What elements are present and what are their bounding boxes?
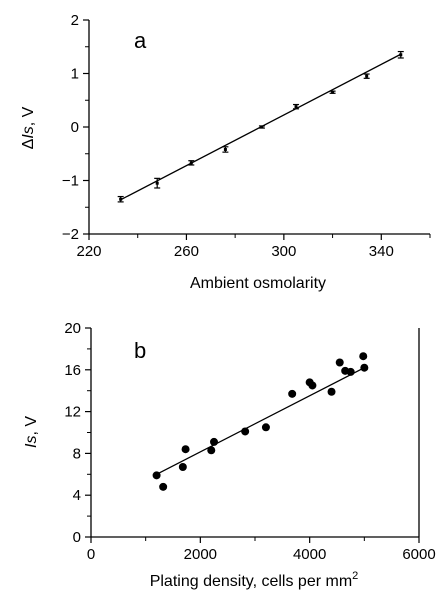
y-tick-label-b-2: 8 <box>73 445 81 462</box>
y-tick-label-a-1: −1 <box>62 173 79 190</box>
chart-panel-a: a ΔIs, V Ambient osmolarity −2 −1 0 1 2 220 26… <box>20 12 431 292</box>
x-tick-label-b-0: 0 <box>87 546 95 563</box>
data-point-a-2 <box>189 161 193 165</box>
data-point-a-4 <box>260 125 264 129</box>
data-point-b-5 <box>210 437 218 446</box>
data-point-b-4 <box>207 446 216 455</box>
x-axis-title-b-main: Plating density, cells per mm <box>150 573 352 590</box>
y-tick-label-a-4: 2 <box>71 12 79 29</box>
x-tick-label-b-3: 6000 <box>402 546 435 563</box>
data-point-b-16 <box>360 363 369 372</box>
y-tick-label-a-2: 0 <box>71 119 79 136</box>
data-point-b-3 <box>181 445 190 454</box>
x-axis-title-a: Ambient osmolarity <box>190 275 326 292</box>
x-axis-title-b-sup: 2 <box>352 570 358 582</box>
y-axis-title-a: ΔIs, V <box>20 106 37 149</box>
x-tick-label-b-2: 4000 <box>293 546 326 563</box>
y-axis-title-a-suffix: , V <box>20 106 37 126</box>
y-tick-label-b-0: 0 <box>73 529 81 546</box>
data-point-b-7 <box>261 423 270 432</box>
data-point-b-0 <box>152 471 161 480</box>
x-tick-label-a-1: 260 <box>174 243 199 260</box>
data-point-b-2 <box>178 462 187 471</box>
data-point-a-3 <box>223 147 227 151</box>
y-tick-label-b-1: 4 <box>73 487 81 504</box>
y-tick-label-b-5: 20 <box>64 320 81 337</box>
y-tick-label-b-3: 12 <box>64 404 81 421</box>
data-point-b-1 <box>159 482 168 491</box>
data-point-b-12 <box>335 358 344 367</box>
data-point-b-8 <box>288 389 297 398</box>
data-point-a-1 <box>155 181 159 185</box>
data-point-a-6 <box>331 90 335 94</box>
data-point-a-8 <box>399 53 403 57</box>
y-tick-label-a-3: 1 <box>71 66 79 83</box>
data-point-a-7 <box>365 74 369 78</box>
x-axis-title-b: Plating density, cells per mm2 <box>150 570 359 590</box>
data-point-b-15 <box>359 352 368 361</box>
data-point-a-5 <box>294 105 298 109</box>
data-point-b-14 <box>346 367 355 376</box>
y-tick-label-a-0: −2 <box>62 226 79 243</box>
chart-panel-b: b Is, V Plating density, cells per mm2 0… <box>23 320 436 590</box>
x-tick-label-a-3: 340 <box>369 243 394 260</box>
y-axis-title-a-italic: Is <box>20 126 37 138</box>
y-axis-title-b-italic: Is <box>23 436 40 448</box>
fit-line-b <box>156 367 365 475</box>
x-tick-label-a-0: 220 <box>76 243 101 260</box>
x-tick-label-a-2: 300 <box>271 243 296 260</box>
y-axis-title-b-suffix: , V <box>23 416 40 436</box>
panel-label-b: b <box>134 338 146 363</box>
y-axis-title-b: Is, V <box>23 416 40 448</box>
x-tick-label-b-1: 2000 <box>184 546 217 563</box>
y-tick-label-b-4: 16 <box>64 362 81 379</box>
y-axis-title-a-prefix: Δ <box>20 138 37 149</box>
data-point-b-11 <box>327 387 336 396</box>
panel-label-a: a <box>134 28 147 53</box>
data-point-b-10 <box>308 381 317 390</box>
data-point-b-6 <box>241 427 250 436</box>
data-point-a-0 <box>119 197 123 201</box>
